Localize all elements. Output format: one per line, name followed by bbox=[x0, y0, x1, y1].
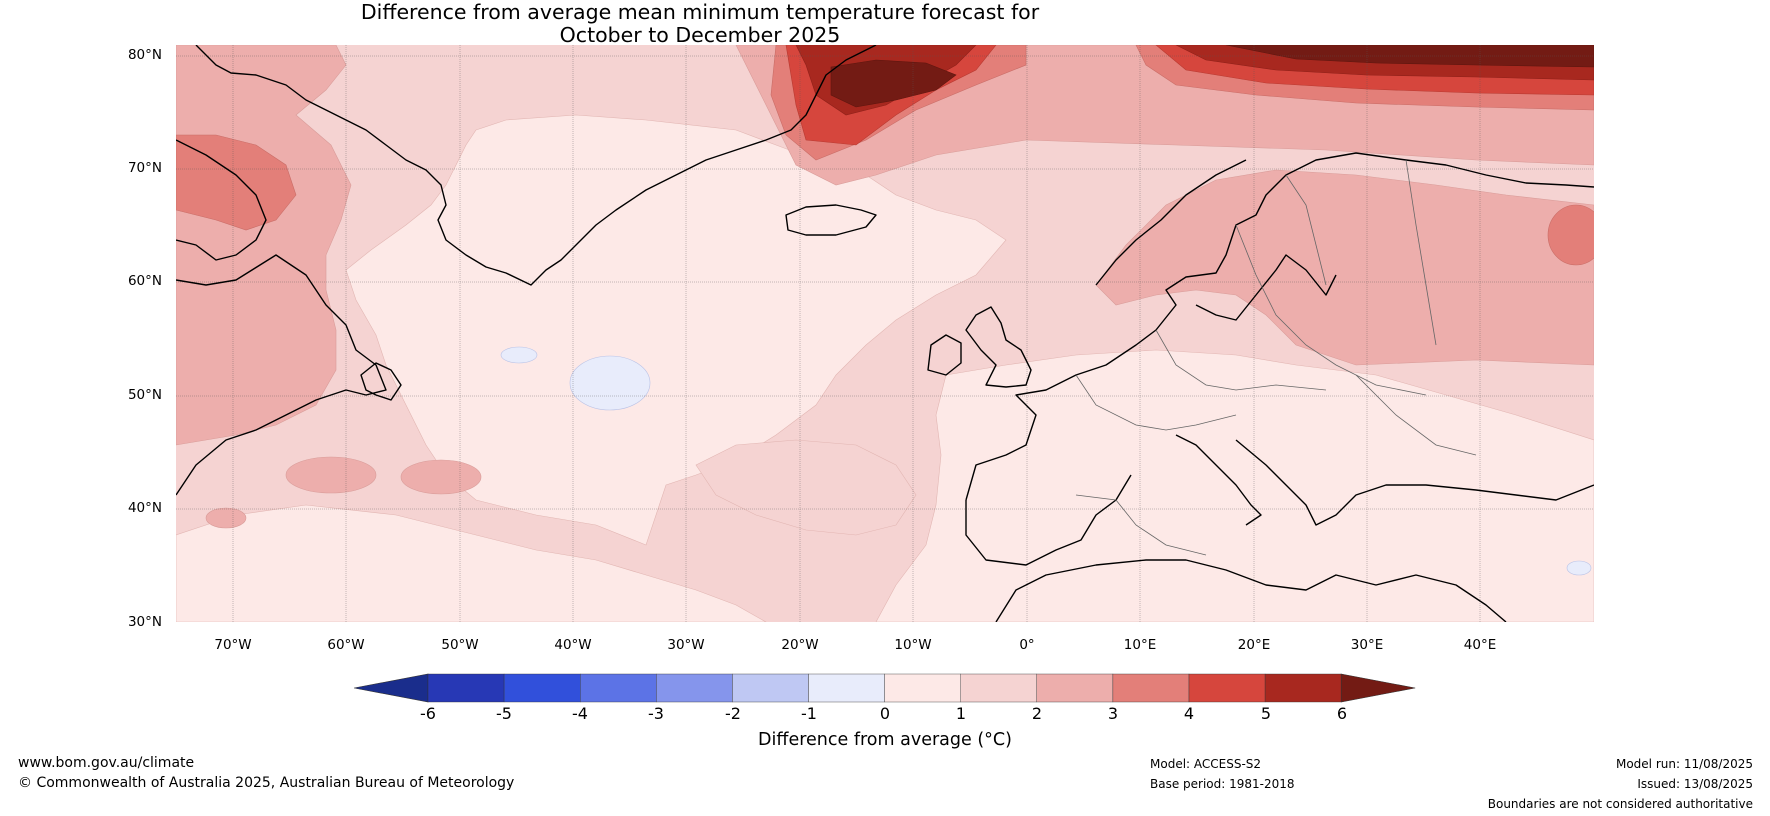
lon-label-10w: 10°W bbox=[894, 637, 932, 653]
colorbar-tick: -4 bbox=[572, 704, 588, 723]
footer-base-period: Base period: 1981-2018 bbox=[1150, 777, 1295, 791]
colorbar-segment bbox=[427, 673, 505, 703]
lon-label-70w: 70°W bbox=[214, 637, 252, 653]
lon-label-0: 0° bbox=[1019, 637, 1035, 653]
lon-label-20w: 20°W bbox=[781, 637, 819, 653]
colorbar-extend-low bbox=[354, 673, 429, 703]
anomaly-band-above-6-greenland-sea bbox=[830, 59, 957, 108]
anomaly-blob-neg-1-0-b bbox=[500, 346, 538, 364]
colorbar-tick: 2 bbox=[1031, 704, 1043, 723]
footer-copyright: © Commonwealth of Australia 2025, Austra… bbox=[18, 775, 515, 791]
colorbar-segment bbox=[1112, 673, 1190, 703]
anomaly-blob-2-3-a bbox=[285, 456, 377, 494]
lat-label-50n: 50°N bbox=[127, 387, 162, 403]
colorbar-extend-high bbox=[1340, 673, 1416, 703]
colorbar-segment bbox=[1188, 673, 1266, 703]
anomaly-band-0-1-mediterranean bbox=[875, 349, 1594, 622]
anomaly-blob-2-3-c bbox=[205, 507, 247, 529]
colorbar-segment bbox=[579, 673, 657, 703]
lon-label-30e: 30°E bbox=[1350, 637, 1384, 653]
anomaly-blob-neg-1-0-a bbox=[569, 355, 651, 411]
colorbar-segment bbox=[884, 673, 961, 703]
map-gridlines bbox=[176, 45, 1594, 622]
anomaly-blob-2-3-b bbox=[400, 459, 482, 495]
footer-model-run: Model run: 11/08/2025 bbox=[1615, 757, 1753, 771]
colorbar-segment bbox=[808, 673, 885, 703]
footer-disclaimer: Boundaries are not considered authoritat… bbox=[1487, 797, 1753, 811]
colorbar-tick: 3 bbox=[1107, 704, 1119, 723]
anomaly-blob-3-4-russia bbox=[1547, 204, 1594, 266]
colorbar-tick: 4 bbox=[1183, 704, 1195, 723]
lon-label-40e: 40°E bbox=[1463, 637, 1497, 653]
colorbar-tick: -2 bbox=[725, 704, 741, 723]
footer-website: www.bom.gov.au/climate bbox=[18, 755, 195, 771]
colorbar-segment bbox=[1264, 673, 1342, 703]
lat-label-40n: 40°N bbox=[127, 500, 162, 516]
lon-label-20e: 20°E bbox=[1237, 637, 1271, 653]
colorbar-segment bbox=[960, 673, 1038, 703]
colorbar-segment bbox=[656, 673, 733, 703]
lon-label-10e: 10°E bbox=[1123, 637, 1157, 653]
colorbar-label: Difference from average (°C) bbox=[758, 730, 1012, 750]
colorbar-tick: 5 bbox=[1260, 704, 1272, 723]
forecast-map bbox=[176, 45, 1594, 622]
anomaly-blob-neg-1-0-c bbox=[1566, 560, 1592, 576]
footer-issued: Issued: 13/08/2025 bbox=[1637, 777, 1753, 791]
lat-label-80n: 80°N bbox=[127, 47, 162, 63]
colorbar-tick: 6 bbox=[1336, 704, 1348, 723]
map-title-line-2: October to December 2025 bbox=[559, 23, 841, 47]
colorbar-tick: 0 bbox=[879, 704, 891, 723]
anomaly-band-1-2-azores bbox=[695, 439, 917, 536]
anomaly-band-0-1-southwest bbox=[176, 504, 767, 622]
colorbar-tick: 1 bbox=[955, 704, 967, 723]
coastlines bbox=[176, 45, 1594, 622]
lon-label-60w: 60°W bbox=[327, 637, 365, 653]
lon-label-30w: 30°W bbox=[667, 637, 705, 653]
anomaly-band-3-4-baffin bbox=[176, 134, 297, 231]
country-borders bbox=[1075, 159, 1477, 556]
colorbar-tick: -1 bbox=[801, 704, 817, 723]
anomaly-band-2-3-scandinavia bbox=[1095, 169, 1594, 366]
lat-label-60n: 60°N bbox=[127, 273, 162, 289]
colorbar-tick: -3 bbox=[648, 704, 664, 723]
colorbar-segment bbox=[503, 673, 581, 703]
footer-model: Model: ACCESS-S2 bbox=[1150, 757, 1262, 771]
lat-label-70n: 70°N bbox=[127, 160, 162, 176]
lon-label-50w: 50°W bbox=[441, 637, 479, 653]
colorbar-tick: -6 bbox=[420, 704, 436, 723]
lon-label-40w: 40°W bbox=[554, 637, 592, 653]
lat-label-30n: 30°N bbox=[127, 614, 162, 630]
colorbar bbox=[354, 673, 1416, 703]
colorbar-segment bbox=[732, 673, 809, 703]
colorbar-segment bbox=[1036, 673, 1114, 703]
colorbar-tick: -5 bbox=[496, 704, 512, 723]
map-title-line-1: Difference from average mean minimum tem… bbox=[360, 0, 1040, 24]
